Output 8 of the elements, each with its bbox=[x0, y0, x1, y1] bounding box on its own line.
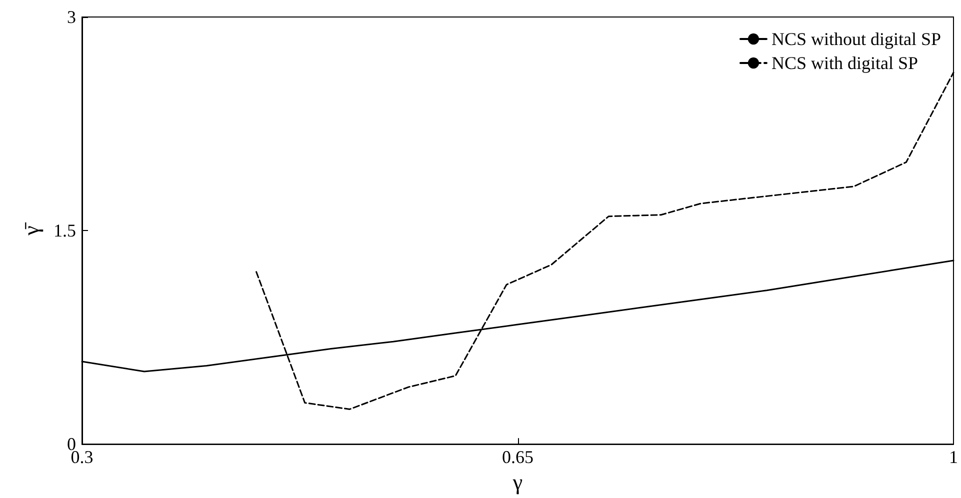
y-axis-title: γ̄ bbox=[18, 222, 44, 236]
y-tick-label: 3 bbox=[67, 7, 76, 27]
x-tick-label: 1 bbox=[949, 447, 958, 468]
x-axis-title: γ bbox=[512, 470, 523, 494]
legend-label: NCS with digital SP bbox=[771, 53, 918, 73]
x-tick-label: 0.65 bbox=[502, 447, 534, 468]
legend-label: NCS without digital SP bbox=[771, 29, 942, 49]
y-tick-label: 1.5 bbox=[54, 220, 76, 241]
